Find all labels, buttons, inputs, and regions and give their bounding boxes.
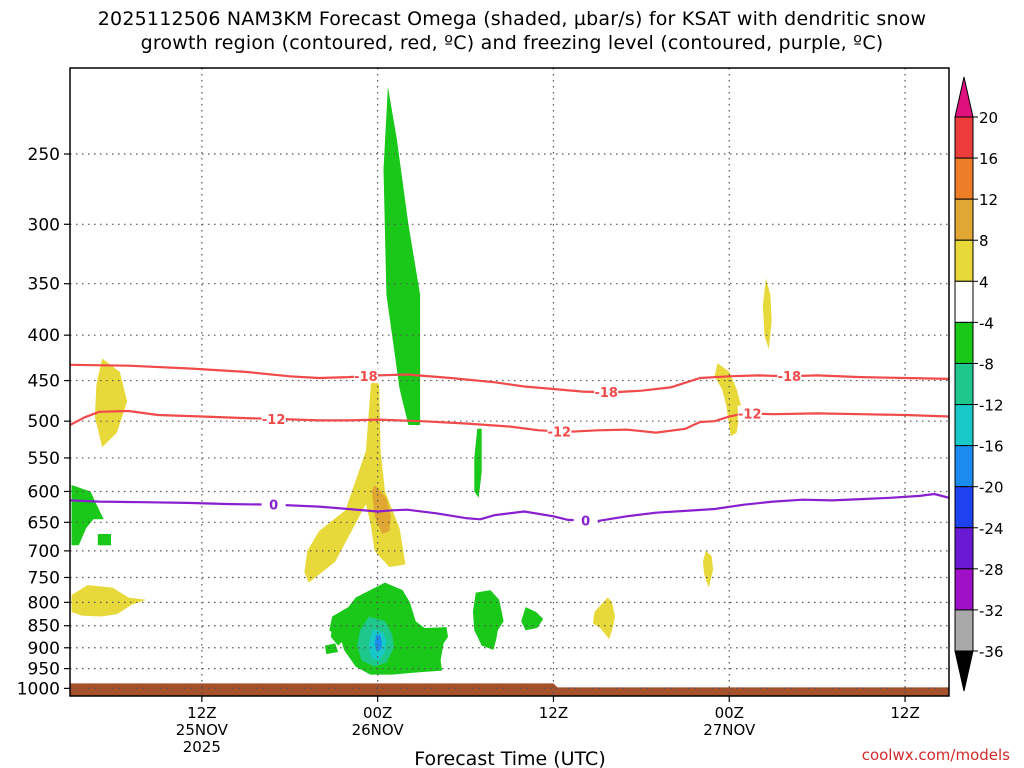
x-tick-label: 00Z — [363, 704, 392, 722]
x-tick-label: 25NOV — [176, 721, 229, 739]
colorbar-label: 4 — [979, 273, 989, 291]
omega-region-green-vertical-thin — [474, 428, 482, 498]
colorbar-bin — [954, 116, 974, 159]
colorbar-bin — [954, 362, 974, 406]
contour-minus12-label-bg — [547, 423, 572, 439]
omega-region-yellow-low-left — [71, 585, 147, 617]
credit-text: coolwx.com/models — [861, 746, 1010, 764]
contour-freezing-label: 0 — [269, 499, 278, 514]
contour-freezing-label-bg — [261, 496, 286, 512]
colorbar-bin — [954, 486, 974, 529]
colorbar-bin — [954, 157, 974, 200]
colorbar-bin — [954, 280, 974, 323]
contour-minus18-label: -18 — [778, 370, 802, 385]
colorbar-label: 12 — [979, 191, 998, 209]
contour-freezing-label: 0 — [581, 515, 590, 530]
colorbar-label: -12 — [979, 397, 1004, 415]
colorbar-label: -28 — [979, 561, 1004, 579]
colorbar-bin — [954, 568, 974, 611]
contour-minus18-label: -18 — [354, 370, 378, 385]
contour-minus18-label: -18 — [594, 386, 618, 401]
y-tick-label: 650 — [28, 513, 60, 533]
ground-surface — [70, 683, 949, 696]
x-axis-label: Forecast Time (UTC) — [414, 748, 605, 768]
colorbar-bin — [954, 321, 974, 364]
x-tick-label: 12Z — [539, 704, 568, 722]
omega-region-green-upper-column — [383, 86, 421, 426]
colorbar-label: -16 — [979, 438, 1004, 456]
contour-freezing-line — [70, 492, 949, 523]
colorbar-label: -20 — [979, 479, 1004, 497]
y-tick-label: 800 — [28, 593, 60, 613]
omega-region-yellow-small-left — [94, 358, 128, 448]
colorbar-bottom-arrow — [954, 650, 974, 692]
y-tick-label: 1000 — [17, 679, 60, 699]
omega-region-green-lower-left-bit — [97, 534, 111, 546]
contour-freezing-label-bg — [573, 512, 598, 528]
y-tick-label: 700 — [28, 542, 60, 562]
colorbar-label: -4 — [979, 314, 994, 332]
colorbar-label: 20 — [979, 109, 998, 127]
chart-title-line-1: 2025112506 NAM3KM Forecast Omega (shaded… — [97, 8, 927, 30]
omega-region-green-lowlevel-mid — [472, 590, 504, 650]
contour-minus12-label: -12 — [548, 425, 572, 440]
colorbar-label: -24 — [979, 520, 1004, 538]
colorbar-label: -8 — [979, 355, 994, 373]
omega-region-yellow-mid-low — [593, 597, 615, 640]
omega-region-green-lowlevel-small — [324, 643, 339, 655]
omega-region-yellow-main-column — [304, 371, 406, 583]
y-tick-label: 850 — [28, 617, 60, 637]
x-tick-label: 27NOV — [703, 721, 756, 739]
contour-minus12-label: -12 — [262, 413, 286, 428]
colorbar-label: 16 — [979, 150, 998, 168]
colorbar-bin — [954, 404, 974, 447]
y-tick-label: 450 — [28, 372, 60, 392]
x-tick-label: 12Z — [187, 704, 216, 722]
colorbar-top-arrow — [954, 76, 974, 118]
x-tick-label: 00Z — [715, 704, 744, 722]
omega-region-orange-core — [371, 485, 391, 534]
colorbar-bin — [954, 198, 974, 241]
contour-minus12-label: -12 — [738, 408, 762, 423]
omega-region-yellow-thin-right — [702, 550, 714, 588]
contour-minus18-label-bg — [777, 368, 802, 384]
contour-minus12-label-bg — [261, 410, 286, 426]
y-tick-label: 950 — [28, 660, 60, 680]
x-tick-label: 2025 — [183, 738, 221, 756]
y-tick-label: 300 — [28, 215, 60, 235]
x-tick-label: 12Z — [890, 704, 919, 722]
colorbar-bin — [954, 609, 974, 652]
plot-frame — [69, 67, 950, 697]
omega-region-yellow-mid-right — [714, 363, 741, 437]
colorbar-bin — [954, 239, 974, 282]
colorbar-label: -36 — [979, 643, 1004, 661]
contour-minus12-label-bg — [737, 405, 762, 421]
contour-minus18-label-bg — [594, 384, 619, 400]
omega-region-green-lowlevel-small2 — [521, 607, 544, 631]
colorbar-label: 8 — [979, 232, 989, 250]
y-tick-label: 250 — [28, 145, 60, 165]
omega-region-yellow-upper-right — [762, 278, 772, 350]
y-tick-label: 500 — [28, 412, 60, 432]
contour-minus18-label-bg — [353, 368, 378, 384]
y-tick-label: 750 — [28, 568, 60, 588]
y-tick-label: 550 — [28, 449, 60, 469]
y-tick-label: 600 — [28, 482, 60, 502]
colorbar-bin — [954, 445, 974, 488]
x-tick-label: 26NOV — [352, 721, 405, 739]
colorbar-label: -32 — [979, 602, 1004, 620]
contour-minus18-line — [70, 363, 949, 394]
y-tick-label: 400 — [28, 326, 60, 346]
omega-region-blue-core — [374, 634, 382, 651]
y-tick-label: 900 — [28, 639, 60, 659]
colorbar-bin — [954, 527, 974, 570]
chart-title-line-2: growth region (contoured, red, ºC) and f… — [140, 32, 884, 54]
y-tick-label: 350 — [28, 275, 60, 295]
